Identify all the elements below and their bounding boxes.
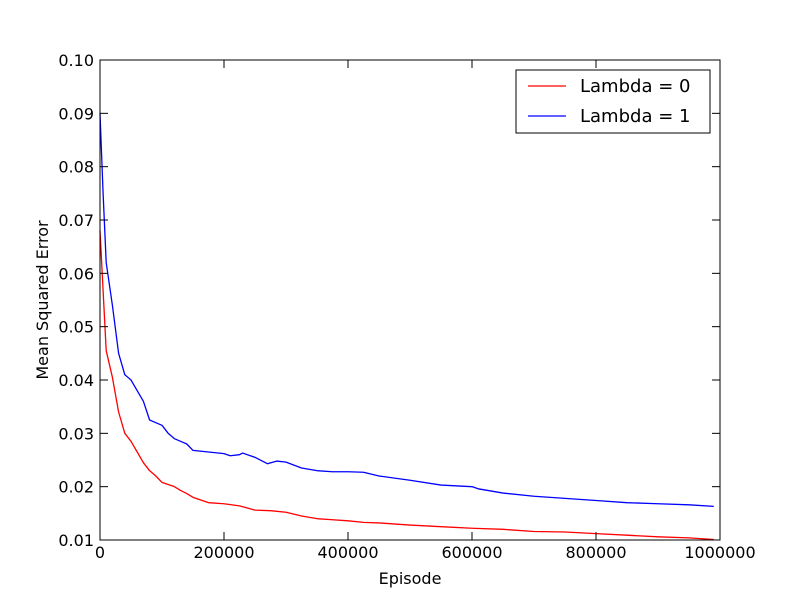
legend-label-lambda-1: Lambda = 1 [580,106,690,127]
series-line-lambda-0 [99,230,714,541]
y-tick-label: 0.04 [58,371,94,390]
legend-label-lambda-0: Lambda = 0 [580,76,690,97]
x-tick-label: 800000 [565,543,626,562]
x-tick-label: 200000 [193,543,254,562]
legend: Lambda = 0 Lambda = 1 [515,69,711,134]
x-tick-label: 0 [95,543,105,562]
y-tick-label: 0.08 [58,158,94,177]
y-tick-label: 0.01 [58,531,94,550]
series-line-lambda-1 [99,113,714,508]
y-tick-label: 0.05 [58,318,94,337]
y-tick-label: 0.07 [58,211,94,230]
y-tick-label: 0.10 [58,51,94,70]
tick-layer: 0 200000 400000 600000 800000 1000000 0.01 0.02… [58,51,755,562]
y-tick-label: 0.03 [58,424,94,443]
x-tick-label: 1000000 [684,543,755,562]
x-tick-label: 600000 [441,543,502,562]
legend-box [515,69,711,134]
x-tick-label: 400000 [317,543,378,562]
y-tick-label: 0.09 [58,104,94,123]
plot-area-frame [99,59,721,541]
y-axis-title: Mean Squared Error [33,220,52,380]
y-tick-label: 0.02 [58,478,94,497]
y-tick-label: 0.06 [58,264,94,283]
x-axis-title: Episode [379,569,442,588]
series-layer [99,113,714,541]
